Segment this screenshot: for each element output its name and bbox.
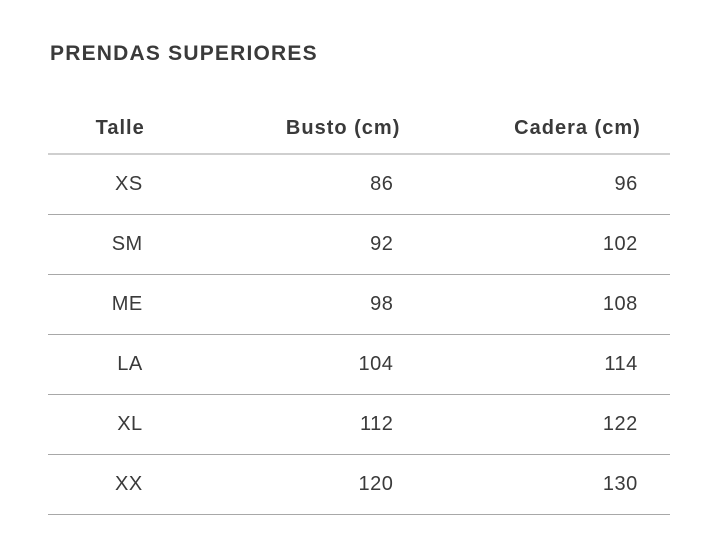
header-spacer <box>640 104 670 155</box>
row-spacer <box>640 274 670 335</box>
row-spacer <box>640 454 670 515</box>
cell-talle: XL <box>48 394 145 455</box>
table-row: XX 120 130 <box>48 454 670 515</box>
section-title: PRENDAS SUPERIORES <box>50 42 318 65</box>
cell-cadera: 96 <box>400 154 641 215</box>
cell-talle: LA <box>48 334 145 395</box>
cell-talle: XX <box>48 454 145 515</box>
table-row: XL 112 122 <box>48 394 670 455</box>
cell-cadera: 122 <box>400 394 641 455</box>
column-header-talle: Talle <box>48 104 145 155</box>
cell-busto: 120 <box>144 454 401 515</box>
table-header-row: Talle Busto (cm) Cadera (cm) <box>48 104 670 155</box>
table-row: XS 86 96 <box>48 154 670 215</box>
cell-cadera: 102 <box>400 214 641 275</box>
cell-talle: XS <box>48 154 145 215</box>
row-spacer <box>640 154 670 215</box>
cell-cadera: 108 <box>400 274 641 335</box>
table-row: LA 104 114 <box>48 334 670 395</box>
row-spacer <box>640 334 670 395</box>
column-header-busto: Busto (cm) <box>144 104 401 155</box>
cell-cadera: 114 <box>400 334 641 395</box>
cell-busto: 104 <box>144 334 401 395</box>
cell-busto: 86 <box>144 154 401 215</box>
cell-busto: 92 <box>144 214 401 275</box>
cell-talle: ME <box>48 274 145 335</box>
column-header-cadera: Cadera (cm) <box>400 104 641 155</box>
table-row: ME 98 108 <box>48 274 670 335</box>
size-table: Talle Busto (cm) Cadera (cm) XS 86 96 SM 92 1… <box>48 104 670 515</box>
row-spacer <box>640 214 670 275</box>
cell-talle: SM <box>48 214 145 275</box>
cell-cadera: 130 <box>400 454 641 515</box>
row-spacer <box>640 394 670 455</box>
cell-busto: 98 <box>144 274 401 335</box>
cell-busto: 112 <box>144 394 401 455</box>
table-row: SM 92 102 <box>48 214 670 275</box>
